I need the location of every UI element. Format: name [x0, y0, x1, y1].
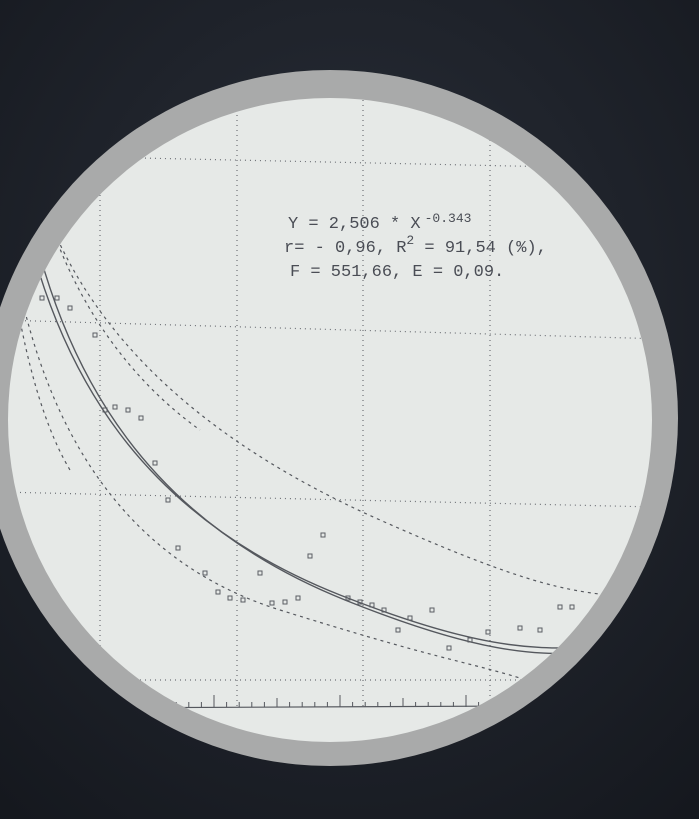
- photo: Y = 2,506 * X -0.343 r= - 0,96, R2 = 91,5…: [0, 0, 699, 819]
- paper: [8, 98, 652, 742]
- equation-text: = 91,54 (%),: [414, 239, 547, 258]
- page: Y = 2,506 * X -0.343 r= - 0,96, R2 = 91,5…: [0, 0, 699, 819]
- equation-line: F = 551,66, E = 0,09.: [290, 263, 504, 282]
- equation-text: Y = 2,506 * X: [288, 215, 421, 234]
- equation-text: r= - 0,96, R: [284, 239, 406, 258]
- exponent: -0.343: [425, 211, 472, 226]
- exponent: 2: [406, 233, 414, 248]
